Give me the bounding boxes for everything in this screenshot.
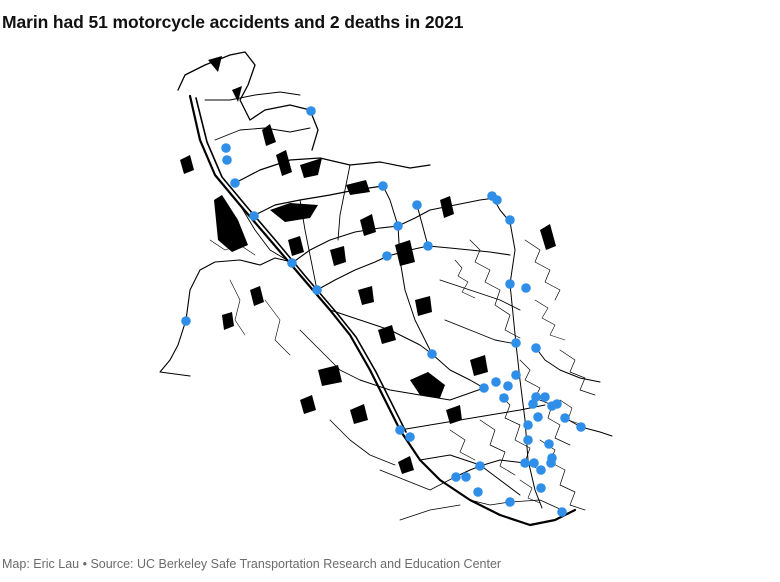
accident-marker	[395, 425, 405, 435]
map-title: Marin had 51 motorcycle accidents and 2 …	[2, 12, 464, 32]
accident-marker	[378, 181, 388, 191]
accident-marker	[382, 251, 392, 261]
road-network	[159, 51, 613, 527]
accident-marker	[306, 106, 316, 116]
accident-marker	[503, 381, 513, 391]
accident-marker	[423, 241, 433, 251]
accident-marker	[540, 392, 550, 402]
accident-marker	[528, 399, 538, 409]
accident-marker	[287, 258, 297, 268]
accident-marker	[181, 316, 191, 326]
accident-marker	[523, 435, 533, 445]
accident-markers	[181, 106, 586, 517]
accident-marker	[557, 507, 567, 517]
accident-marker	[479, 383, 489, 393]
accident-marker	[536, 465, 546, 475]
accident-marker	[523, 420, 533, 430]
land-patches	[180, 56, 556, 474]
accident-marker	[505, 497, 515, 507]
accident-marker	[511, 370, 521, 380]
accident-marker	[552, 399, 562, 409]
accident-marker	[312, 285, 322, 295]
accident-marker	[492, 195, 502, 205]
accident-marker	[461, 472, 471, 482]
accident-marker	[576, 422, 586, 432]
accident-marker	[412, 200, 422, 210]
accident-marker	[230, 178, 240, 188]
accident-marker	[222, 155, 232, 165]
accident-marker	[544, 439, 554, 449]
accident-marker	[393, 221, 403, 231]
accident-marker	[520, 458, 530, 468]
accident-marker	[491, 377, 501, 387]
accident-marker	[536, 483, 546, 493]
accident-marker	[511, 338, 521, 348]
accident-marker	[427, 349, 437, 359]
accident-marker	[249, 211, 259, 221]
accident-marker	[546, 458, 556, 468]
accident-marker	[560, 413, 570, 423]
map-credit: Map: Eric Lau • Source: UC Berkeley Safe…	[2, 557, 502, 571]
accident-marker	[531, 343, 541, 353]
accident-marker	[473, 487, 483, 497]
accident-marker	[451, 472, 461, 482]
accident-marker	[521, 283, 531, 293]
accident-marker	[533, 412, 543, 422]
accident-marker	[499, 393, 509, 403]
accident-marker	[221, 143, 231, 153]
accident-marker	[505, 279, 515, 289]
accident-marker	[475, 461, 485, 471]
accident-marker	[505, 215, 515, 225]
accident-marker	[405, 432, 415, 442]
highway-101	[188, 94, 577, 527]
accident-marker	[529, 458, 539, 468]
